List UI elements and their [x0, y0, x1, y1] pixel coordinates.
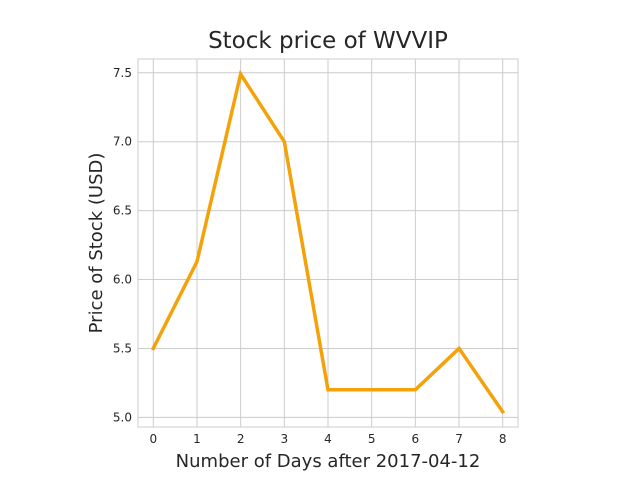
y-tick-label: 7.5: [113, 66, 132, 80]
plot-frame: [137, 58, 519, 428]
y-tick-label: 7.0: [113, 135, 132, 149]
y-axis-title: Price of Stock (USD): [86, 153, 107, 334]
series-layer: [150, 69, 506, 415]
chart-title: Stock price of WVVIP: [208, 28, 448, 54]
x-tick-label: 0: [149, 432, 157, 446]
x-tick-label: 3: [281, 432, 289, 446]
x-tick-label: 5: [368, 432, 376, 446]
y-tick-labels: 5.0 5.5 6.0 6.5 7.0 7.5: [113, 66, 132, 425]
x-tick-label: 6: [412, 432, 420, 446]
x-axis-title: Number of Days after 2017-04-12: [176, 451, 481, 472]
y-tick-label: 5.5: [113, 341, 132, 355]
x-tick-label: 2: [237, 432, 245, 446]
x-tick-label: 8: [499, 432, 507, 446]
y-tick-label: 5.0: [113, 410, 132, 424]
y-tick-label: 6.0: [113, 273, 132, 287]
y-tick-label: 6.5: [113, 204, 132, 218]
x-tick-label: 7: [455, 432, 463, 446]
x-tick-label: 1: [193, 432, 201, 446]
x-tick-label: 4: [324, 432, 332, 446]
grid-lines: [138, 59, 518, 427]
x-tick-labels: 0 1 2 3 4 5 6 7 8: [149, 432, 506, 446]
